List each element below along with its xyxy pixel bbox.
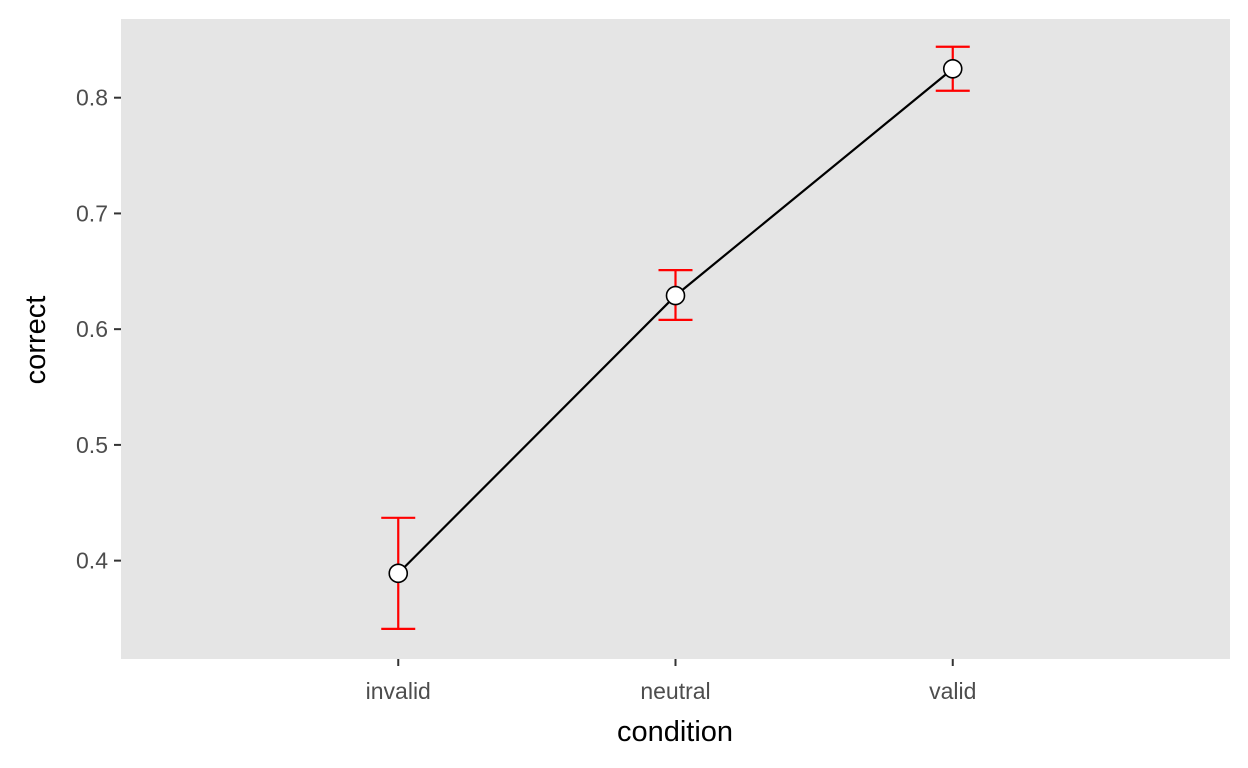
y-tick-label: 0.5 xyxy=(76,432,108,458)
y-axis: 0.4 0.5 0.6 0.7 0.8 xyxy=(76,85,121,574)
y-axis-title: correct xyxy=(20,296,52,385)
data-point xyxy=(665,285,686,306)
x-axis-title: condition xyxy=(617,716,733,748)
x-tick-label: invalid xyxy=(366,678,431,704)
y-tick-label: 0.6 xyxy=(76,316,108,342)
data-point xyxy=(388,563,409,584)
data-point xyxy=(942,58,963,79)
x-tick-label: neutral xyxy=(640,678,710,704)
y-tick-label: 0.8 xyxy=(76,85,108,111)
x-axis: invalid neutral valid xyxy=(366,659,976,704)
y-tick-label: 0.4 xyxy=(76,548,108,574)
plot-panel xyxy=(121,19,1230,659)
y-tick-label: 0.7 xyxy=(76,200,108,226)
series xyxy=(381,45,970,631)
x-tick-label: valid xyxy=(929,678,976,704)
